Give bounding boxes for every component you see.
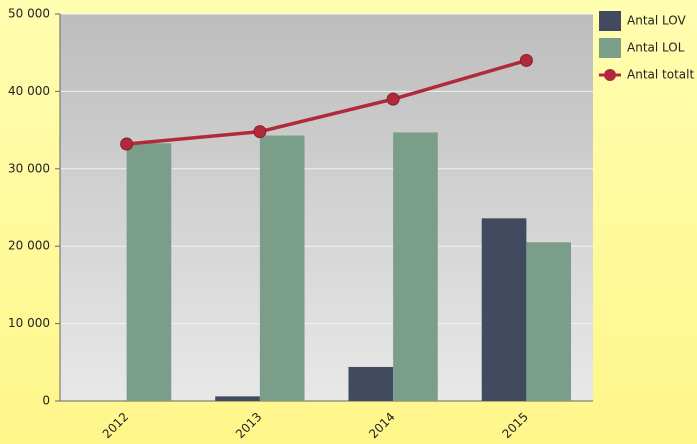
line-marker [386,92,400,106]
line [126,58,527,146]
y-tick-label: 40 000 [8,84,50,98]
y-tick-label: 20 000 [8,239,50,253]
bar [526,242,572,401]
y-tick-label: 10 000 [8,316,50,330]
line-marker [519,53,533,67]
legend-label: Antal LOL [627,41,685,55]
bar [215,396,260,401]
line-marker [253,125,267,139]
bar [259,135,305,401]
y-tick-label: 50 000 [8,7,50,21]
legend-label: Antal totalt [627,68,694,82]
y-tick-label: 0 [42,394,50,408]
bar [126,143,172,401]
bar [348,366,394,401]
legend-swatch [604,69,616,81]
line-marker [120,137,134,151]
legend-swatch [599,38,621,58]
bar [393,132,438,401]
legend-swatch [599,11,621,31]
bar [481,218,527,401]
y-tick-label: 30 000 [8,161,50,175]
legend-label: Antal LOV [627,14,687,28]
